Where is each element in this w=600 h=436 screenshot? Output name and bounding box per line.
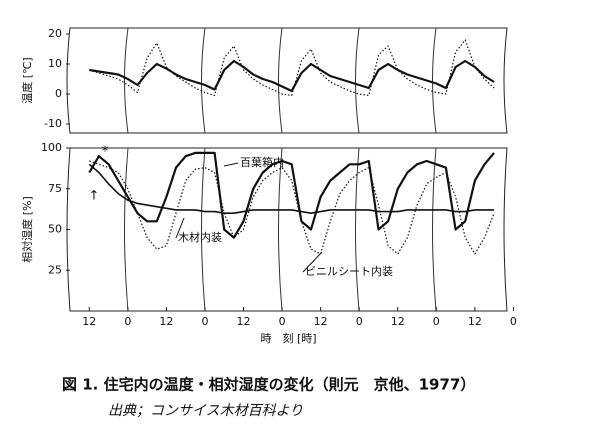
source-note: 出典；コンサイス木材百科より: [108, 403, 303, 419]
data-line: [89, 39, 495, 97]
x-tick-label: 12: [159, 315, 173, 328]
data-line: [88, 151, 495, 239]
y-tick-label: -10: [44, 117, 62, 130]
plot-frame: [66, 147, 508, 312]
data-line: [89, 59, 495, 93]
series-label: 百葉箱内: [240, 155, 284, 169]
x-tick-label: 0: [356, 315, 363, 328]
leader-line: [223, 162, 239, 167]
x-tick-label: 0: [510, 315, 517, 328]
day-divider: [432, 147, 437, 312]
y-axis-label: 温度 [℃]: [20, 57, 34, 103]
leader-line: [175, 217, 185, 239]
x-tick-label: 0: [124, 315, 131, 328]
x-tick-label: 12: [314, 315, 328, 328]
day-divider: [355, 147, 360, 312]
day-divider: [201, 27, 206, 134]
x-axis-label: 時 刻 [時]: [260, 331, 316, 345]
x-tick-label: 12: [468, 315, 482, 328]
day-divider: [278, 27, 283, 134]
x-tick-label: 0: [279, 315, 286, 328]
day-divider: [278, 147, 283, 312]
y-axis-label: 相対湿度 [%]: [20, 196, 34, 263]
y-tick-label: 100: [41, 141, 62, 154]
annotation: *: [102, 145, 109, 160]
leader-line: [302, 251, 323, 273]
y-tick-label: 10: [48, 57, 62, 70]
day-divider: [201, 147, 206, 312]
x-tick-label: 12: [82, 315, 96, 328]
x-tick-label: 12: [391, 315, 405, 328]
figure-caption: 図 1. 住宅内の温度・相対湿度の変化（則元 京他、1977）: [62, 376, 475, 394]
x-tick-label: 12: [237, 315, 251, 328]
day-divider: [432, 27, 437, 134]
series-label: ビニルシート内装: [305, 264, 393, 278]
y-tick-label: 75: [48, 182, 62, 195]
day-divider: [355, 27, 360, 134]
y-tick-label: 25: [48, 263, 62, 276]
plot-frame: [66, 27, 508, 134]
series-label: 木材内装: [178, 230, 222, 244]
x-tick-label: 0: [201, 315, 208, 328]
annotation: ↑: [89, 189, 100, 204]
data-line: [88, 163, 495, 214]
x-tick-label: 0: [433, 315, 440, 328]
day-divider: [124, 27, 129, 134]
data-line: [89, 160, 495, 255]
y-tick-label: 0: [55, 87, 62, 100]
y-tick-label: 50: [48, 223, 62, 236]
day-divider: [124, 147, 129, 312]
y-tick-label: 20: [48, 27, 62, 40]
